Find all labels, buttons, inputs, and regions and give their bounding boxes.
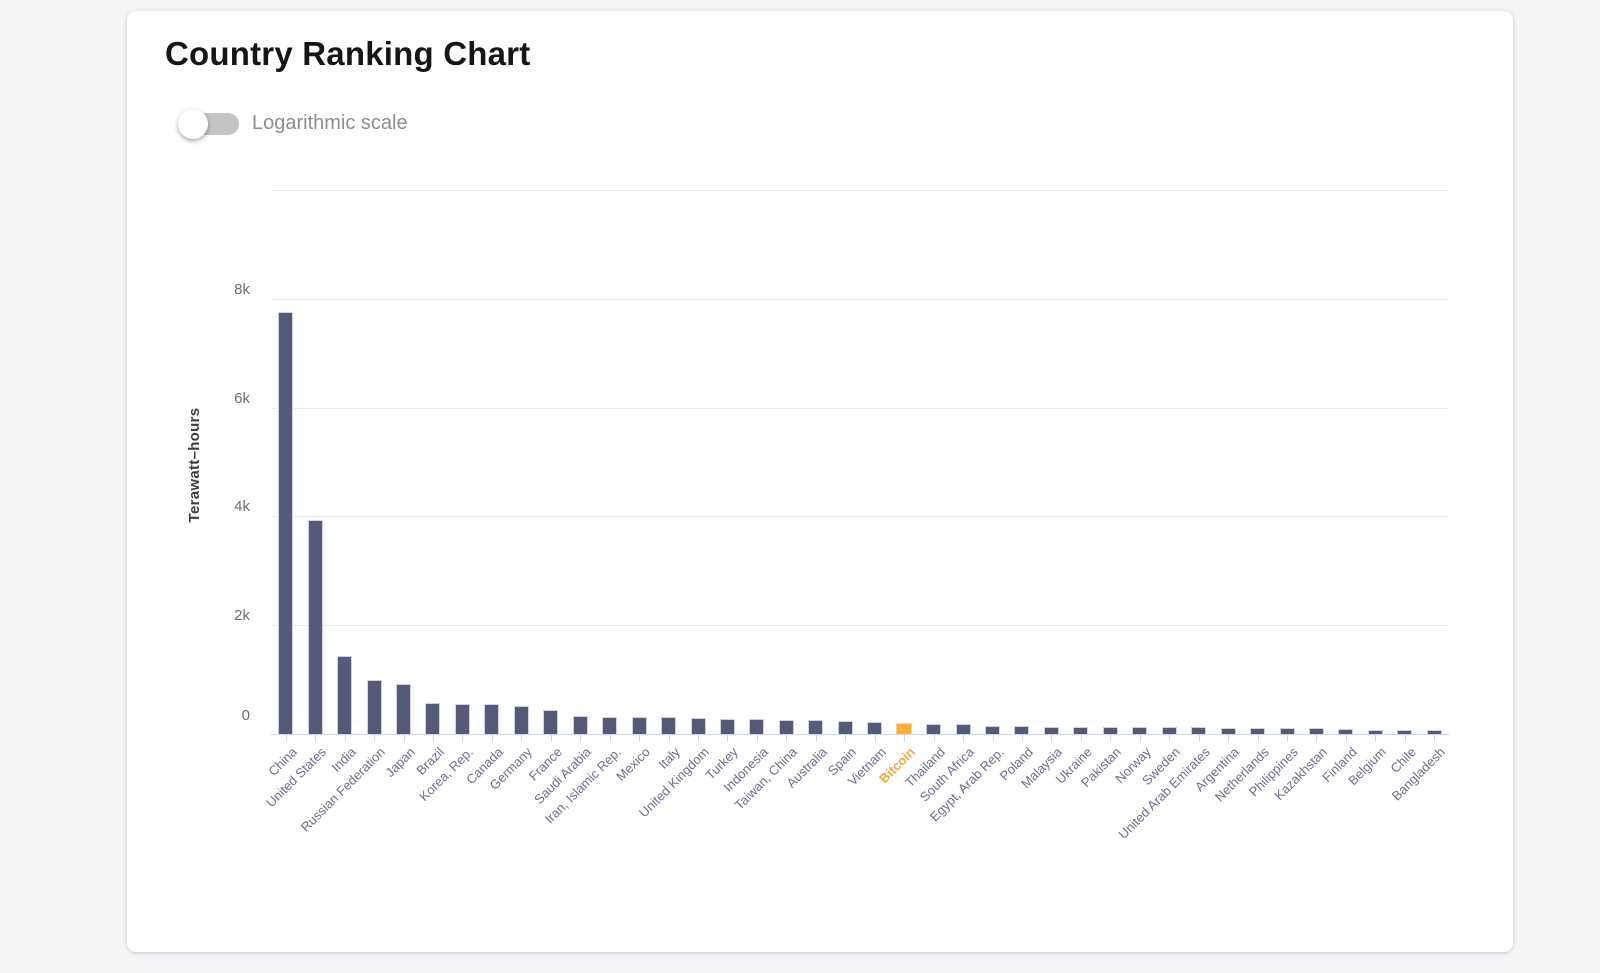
x-axis-tick-sweden <box>1169 735 1171 741</box>
x-axis-tick-turkey <box>727 735 729 741</box>
y-tick-label-0: 0 <box>241 707 250 724</box>
country-ranking-bar-chart: Terawatt–hours 0 2k 4k 6k 8k China United Stat… <box>127 11 1513 952</box>
x-label-japan: Japan <box>381 744 418 780</box>
bar-germany[interactable] <box>513 706 529 734</box>
bar-united-kingdom[interactable] <box>690 718 706 734</box>
y-axis-title: Terawatt–hours <box>186 407 203 523</box>
y-tick-label-8k: 8k <box>234 280 250 298</box>
bar-chile[interactable] <box>1397 730 1413 734</box>
x-axis-line <box>271 734 1449 735</box>
bar-ukraine[interactable] <box>1073 727 1089 734</box>
x-axis-tick-india <box>344 735 346 741</box>
x-axis-tick-japan <box>403 735 405 741</box>
bar-india[interactable] <box>337 656 353 734</box>
x-axis-tick-france <box>550 735 552 741</box>
bar-mexico[interactable] <box>631 717 647 734</box>
bar-argentina[interactable] <box>1220 728 1236 734</box>
x-axis-tick-canada <box>491 735 493 741</box>
bar-egypt-arab-rep[interactable] <box>985 726 1001 734</box>
x-axis-tick-bitcoin <box>904 735 906 741</box>
y-gridline-4000 <box>271 516 1449 518</box>
x-axis-tick-mexico <box>639 735 641 741</box>
bar-brazil[interactable] <box>425 703 441 734</box>
y-gridline-8000 <box>271 298 1449 300</box>
x-axis-tick-pakistan <box>1110 735 1112 741</box>
x-axis-tick-taiwan-china <box>786 735 788 741</box>
x-axis-tick-finland <box>1345 735 1347 741</box>
bar-united-states[interactable] <box>307 520 323 734</box>
bar-bitcoin[interactable] <box>896 723 913 734</box>
bar-indonesia[interactable] <box>749 719 765 734</box>
bar-vietnam[interactable] <box>867 722 883 734</box>
x-axis-tick-united-states <box>315 735 317 741</box>
x-axis-tick-malaysia <box>1051 735 1053 741</box>
x-axis-tick-iran-islamic-rep <box>609 735 611 741</box>
y-gridline-10000 <box>271 190 1449 191</box>
x-axis-tick-chile <box>1404 735 1406 741</box>
bar-china[interactable] <box>278 312 294 734</box>
x-axis-tick-norway <box>1139 735 1141 741</box>
x-axis-tick-bangladesh <box>1434 735 1436 741</box>
bar-russian-federation[interactable] <box>366 680 382 734</box>
x-axis-tick-ukraine <box>1080 735 1082 741</box>
bar-united-arab-emirates[interactable] <box>1191 727 1207 734</box>
x-axis-tick-united-arab-emirates <box>1198 735 1200 741</box>
bar-italy[interactable] <box>661 717 677 734</box>
x-axis-tick-kazakhstan <box>1316 735 1318 741</box>
log-scale-toggle-label: Logarithmic scale <box>252 112 408 134</box>
bar-thailand[interactable] <box>926 724 942 734</box>
y-tick-label-2k: 2k <box>234 607 250 625</box>
x-axis-tick-germany <box>521 735 523 741</box>
y-tick-label-4k: 4k <box>234 498 250 516</box>
bar-kazakhstan[interactable] <box>1308 728 1324 734</box>
log-scale-toggle[interactable] <box>178 109 239 139</box>
x-axis-tick-thailand <box>933 735 935 741</box>
bar-philippines[interactable] <box>1279 728 1295 734</box>
x-axis-tick-philippines <box>1287 735 1289 741</box>
x-axis-tick-spain <box>845 735 847 741</box>
x-axis-tick-south-africa <box>963 735 965 741</box>
bar-sweden[interactable] <box>1161 727 1177 734</box>
y-gridline-2000 <box>271 625 1449 627</box>
bar-france[interactable] <box>543 710 559 734</box>
bar-japan[interactable] <box>396 684 412 734</box>
bar-bangladesh[interactable] <box>1426 730 1442 734</box>
page-title: Country Ranking Chart <box>165 35 531 72</box>
bar-poland[interactable] <box>1014 726 1030 734</box>
bar-saudi-arabia[interactable] <box>572 716 588 734</box>
x-axis-tick-russian-federation <box>374 735 376 741</box>
x-axis-tick-italy <box>668 735 670 741</box>
y-gridline-6000 <box>271 407 1449 409</box>
x-axis-tick-argentina <box>1228 735 1230 741</box>
x-axis-tick-saudi-arabia <box>580 735 582 741</box>
x-axis-tick-korea-rep <box>462 735 464 741</box>
toggle-knob[interactable] <box>178 109 208 139</box>
bar-australia[interactable] <box>808 720 824 734</box>
x-axis-tick-vietnam <box>874 735 876 741</box>
y-tick-label-6k: 6k <box>234 389 250 407</box>
bar-iran-islamic-rep[interactable] <box>602 717 618 734</box>
country-ranking-card: Country Ranking Chart Logarithmic scale … <box>127 11 1513 952</box>
x-axis-tick-indonesia <box>756 735 758 741</box>
x-axis-tick-netherlands <box>1257 735 1259 741</box>
bar-belgium[interactable] <box>1367 730 1383 734</box>
x-axis-tick-australia <box>815 735 817 741</box>
x-axis-tick-united-kingdom <box>698 735 700 741</box>
x-axis-tick-belgium <box>1375 735 1377 741</box>
bar-spain[interactable] <box>837 721 853 734</box>
bar-finland[interactable] <box>1338 729 1354 734</box>
bar-taiwan-china[interactable] <box>778 720 794 734</box>
bar-south-africa[interactable] <box>955 724 971 734</box>
x-axis-tick-brazil <box>432 735 434 741</box>
bar-canada[interactable] <box>484 704 500 734</box>
bar-norway[interactable] <box>1132 727 1148 734</box>
bar-korea-rep[interactable] <box>454 704 470 734</box>
bar-netherlands[interactable] <box>1250 728 1266 734</box>
bar-pakistan[interactable] <box>1102 727 1118 734</box>
x-axis-tick-china <box>285 735 287 741</box>
x-axis-tick-egypt-arab-rep <box>992 735 994 741</box>
bar-malaysia[interactable] <box>1043 727 1059 734</box>
bar-turkey[interactable] <box>719 719 735 734</box>
x-axis-tick-poland <box>1021 735 1023 741</box>
